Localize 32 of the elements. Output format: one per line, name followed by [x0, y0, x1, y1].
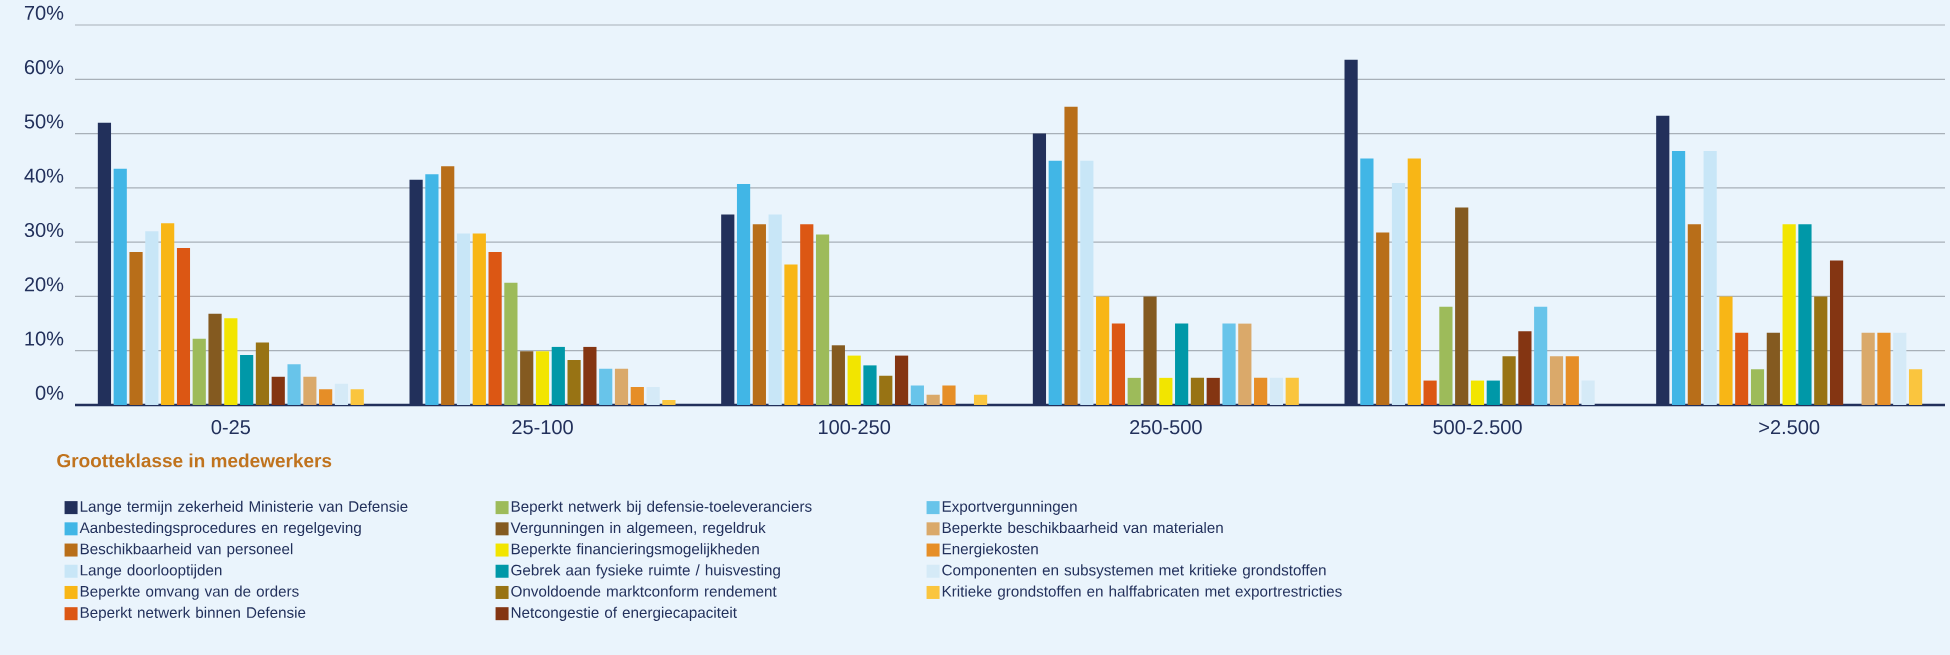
legend-label: Onvoldoende marktconform rendement: [511, 585, 777, 597]
x-tick-label: 500-2.500: [1433, 420, 1522, 435]
legend-label: Beschikbaarheid van personeel: [80, 543, 293, 558]
legend-label: Beperkt netwerk bij defensie-toeleveranciers: [511, 500, 812, 515]
y-tick-label: 60%: [24, 60, 64, 75]
legend-label: Aanbestedingsprocedures en regelgeving: [79, 521, 361, 537]
y-tick-label: 30%: [24, 222, 64, 238]
x-tick-label: 25-100: [512, 420, 573, 435]
y-tick-label: 40%: [24, 168, 64, 183]
legend-label: Gebrek aan fysieke ruimte / huisvesting: [511, 564, 780, 579]
x-tick-label: 100-250: [819, 420, 891, 435]
x-tick-label: 250-500: [1130, 420, 1202, 435]
y-tick-label: 50%: [24, 114, 64, 129]
legend-label: Netcongestie of energiecapaciteit: [511, 606, 737, 621]
y-tick-label: 70%: [24, 5, 64, 20]
y-tick-label: 0%: [35, 385, 64, 400]
legend-label: Exportvergunningen: [942, 500, 1077, 515]
legend-label: Beperkte beschikbaarheid van materialen: [942, 521, 1223, 537]
legend-label: Kritieke grondstoffen en halffabricaten met exportrestricties: [942, 585, 1342, 600]
legend-label: Vergunningen in algemeen, regeldruk: [510, 521, 766, 537]
legend-label: Beperkt netwerk binnen Defensie: [80, 606, 306, 621]
legend-label: Componenten en subsystemen met kritieke grondstoffen: [942, 564, 1326, 579]
legend-label: Lange doorlooptijden: [80, 564, 222, 579]
y-tick-label: 20%: [24, 277, 64, 292]
x-tick-label: 0-25: [211, 420, 251, 435]
legend-title: Grootteklasse in medewerkers: [57, 453, 332, 468]
legend-label: Beperkte financieringsmogelijkheden: [511, 543, 759, 558]
y-tick-label: 10%: [25, 331, 64, 346]
legend-label: Energiekosten: [942, 543, 1038, 558]
legend-label: Lange termijn zekerheid Ministerie van Defensie: [80, 500, 408, 515]
legend-label: Beperkte omvang van de orders: [80, 585, 299, 600]
x-tick-label: >2.500: [1759, 420, 1820, 435]
